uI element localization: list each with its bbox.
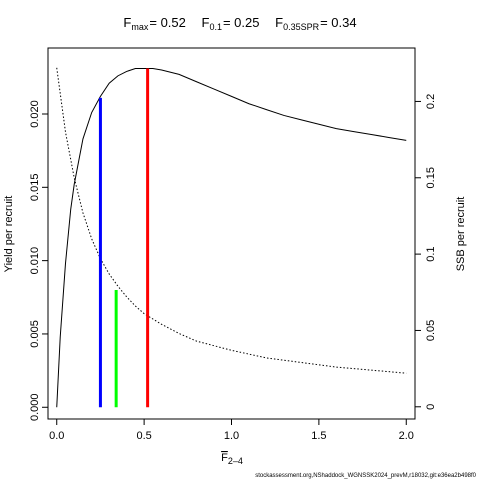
x-tick-label: 2.0 bbox=[399, 430, 414, 442]
y-right-tick-label: 0.2 bbox=[425, 94, 437, 109]
y-right-tick-label: 0.05 bbox=[425, 320, 437, 341]
y-axis-left: 0.000 0.005 0.010 0.015 0.020 bbox=[29, 100, 48, 421]
title-f01-label: F bbox=[202, 15, 210, 30]
title-fspr-value: = 0.34 bbox=[320, 15, 357, 30]
y-left-tick-label: 0.015 bbox=[29, 174, 41, 202]
title-fmax-sub: max bbox=[131, 22, 149, 32]
title-f01-value: = 0.25 bbox=[223, 15, 260, 30]
y-axis-right-title: SSB per recruit bbox=[455, 197, 467, 272]
footer-text: stockassessment.org,NShaddock_WGNSSK2024… bbox=[255, 473, 476, 479]
title-f01-sub: 0.1 bbox=[209, 22, 222, 32]
x-tick-label: 0.0 bbox=[49, 430, 64, 442]
y-left-tick-label: 0.000 bbox=[29, 394, 41, 422]
y-right-tick-label: 0.1 bbox=[425, 246, 437, 261]
y-right-tick-label: 0 bbox=[425, 404, 437, 410]
y-right-tick-label: 0.15 bbox=[425, 167, 437, 188]
yield-per-recruit-line bbox=[56, 68, 407, 408]
title-fspr-label: F bbox=[275, 15, 283, 30]
x-tick-label: 1.0 bbox=[224, 430, 239, 442]
title-fmax-label: F bbox=[123, 15, 131, 30]
chart-title: Fmax= 0.52 F0.1= 0.25 F0.35SPR= 0.34 bbox=[123, 15, 356, 32]
x-tick-label: 1.5 bbox=[311, 430, 326, 442]
x-axis-title-main: F bbox=[221, 452, 228, 464]
ssb-per-recruit-line bbox=[56, 67, 407, 374]
y-axis-left-title: Yield per recruit bbox=[3, 196, 15, 273]
reference-lines bbox=[98, 68, 150, 408]
series-layer bbox=[56, 67, 407, 408]
title-fmax-value: = 0.52 bbox=[149, 15, 186, 30]
title-fspr-sub: 0.35SPR bbox=[283, 22, 320, 32]
x-tick-label: 0.5 bbox=[136, 430, 151, 442]
x-axis-title-sub: 2–4 bbox=[228, 456, 243, 466]
y-left-tick-label: 0.020 bbox=[29, 100, 41, 128]
y-axis-right: 0 0.05 0.1 0.15 0.2 bbox=[415, 94, 437, 410]
x-axis-title: F2–4 bbox=[221, 452, 243, 466]
x-axis: 0.0 0.5 1.0 1.5 2.0 bbox=[49, 418, 414, 442]
y-left-tick-label: 0.005 bbox=[29, 320, 41, 348]
plot-frame bbox=[47, 47, 416, 420]
y-left-tick-label: 0.010 bbox=[29, 247, 41, 275]
